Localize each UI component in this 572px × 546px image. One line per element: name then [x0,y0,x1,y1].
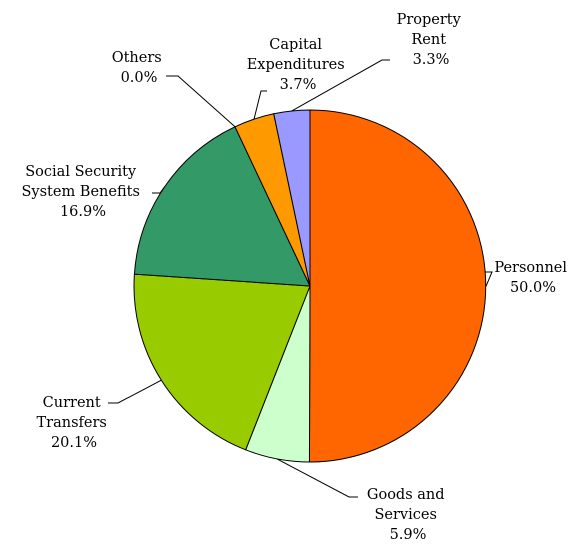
pie-slices [133,109,487,463]
pie-slice-personnel [308,109,487,463]
slice-label-goods-and-services: Goods and Services 5.9% [367,487,449,543]
leader-social-security [152,186,166,194]
leader-personnel [485,271,493,287]
leader-capital-expenditures [253,90,267,120]
slice-label-property-rent: Property Rent 3.3% [397,12,466,68]
slice-label-social-security: Social Security System Benefits 16.9% [21,164,144,220]
leader-lines [108,59,493,498]
leader-current-transfers [108,379,162,404]
pie-slice-property-rent [273,109,311,287]
leader-others [166,75,236,128]
slice-label-current-transfers: Current Transfers 20.1% [37,395,112,451]
pie-slice-social-security-system-benefits [133,126,311,287]
leader-goods-and-services [276,458,358,498]
leader-property-rent [291,59,390,112]
slice-label-personnel: Personnel 50.0% [494,260,571,296]
slice-label-capital-expenditures: Capital Expenditures 3.7% [247,37,350,93]
pie-slice-current-transfers [133,273,311,451]
slice-label-others: Others 0.0% [112,50,167,86]
